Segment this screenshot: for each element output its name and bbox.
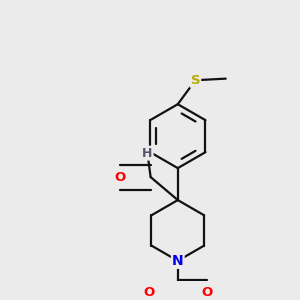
Text: H: H: [142, 147, 153, 160]
Text: O: O: [201, 286, 212, 299]
Text: N: N: [172, 254, 184, 268]
Text: O: O: [115, 171, 126, 184]
Text: O: O: [143, 286, 155, 299]
Text: S: S: [190, 74, 200, 87]
